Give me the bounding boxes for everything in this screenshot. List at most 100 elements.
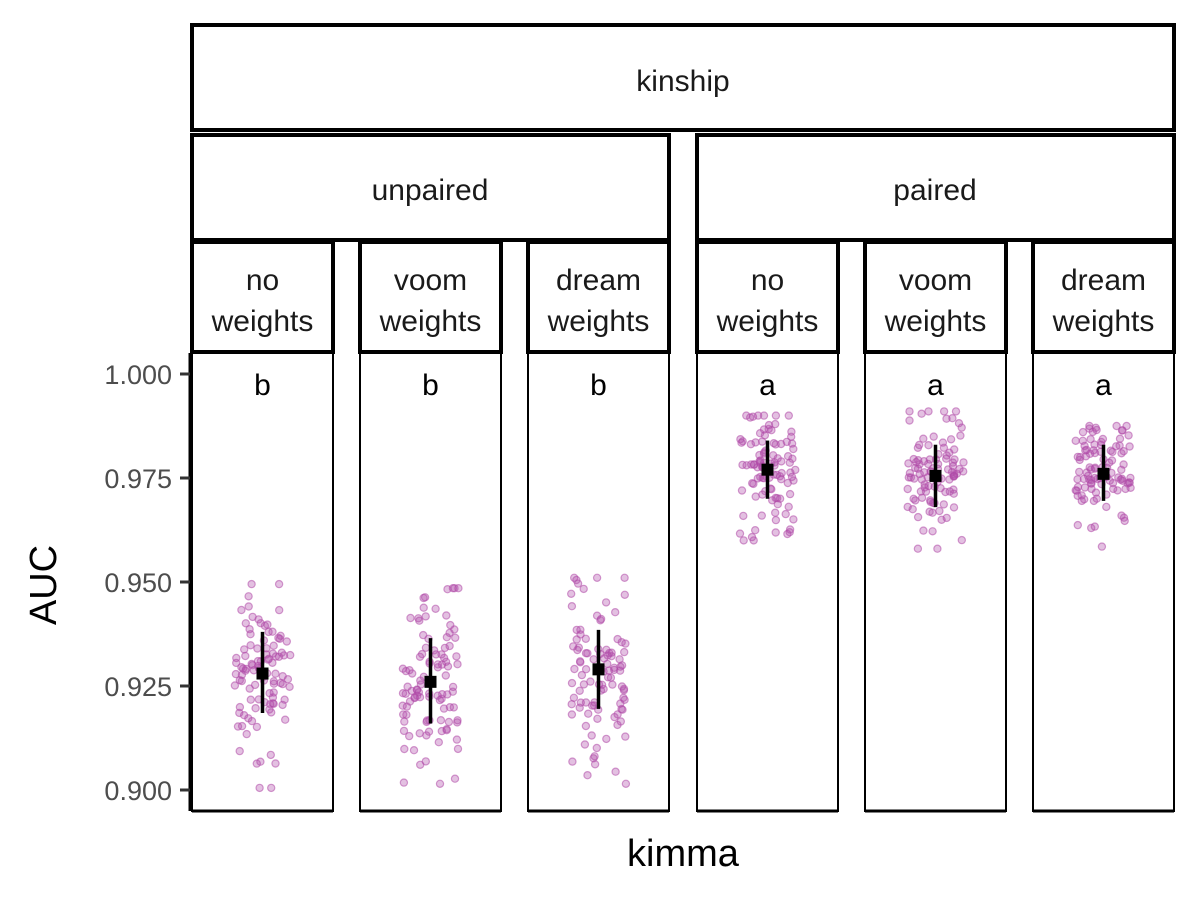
data-point: [917, 493, 927, 502]
significance-letter: b: [590, 369, 607, 402]
group-strip-label-paired: paired: [893, 174, 976, 207]
data-point: [908, 505, 917, 514]
data-point: [604, 666, 614, 675]
data-point: [913, 512, 923, 522]
data-point: [735, 529, 745, 538]
data-point: [235, 708, 244, 718]
data-point: [589, 754, 598, 763]
panel: no weights b: [190, 240, 335, 813]
data-point: [416, 680, 426, 689]
data-point: [263, 655, 273, 664]
data-point: [281, 715, 290, 724]
data-point: [239, 645, 249, 654]
data-point: [616, 717, 626, 726]
data-point: [452, 652, 461, 661]
data-point: [611, 608, 620, 617]
data-point: [443, 662, 453, 671]
data-point: [948, 458, 958, 467]
data-point: [758, 490, 767, 499]
data-point: [568, 757, 577, 766]
data-point: [1117, 511, 1126, 520]
data-point: [241, 619, 250, 628]
data-point: [758, 437, 767, 446]
data-point: [769, 439, 779, 448]
data-point: [1097, 542, 1107, 551]
data-point: [771, 419, 780, 429]
y-tick-label: 1.000: [104, 360, 172, 390]
data-point: [1073, 520, 1083, 530]
data-point: [451, 633, 460, 643]
data-point: [244, 592, 253, 601]
data-point: [957, 535, 967, 545]
data-point: [237, 605, 246, 615]
data-point: [786, 468, 795, 477]
data-point: [771, 411, 781, 420]
y-axis-title: AUC: [23, 545, 65, 625]
panel-strip-box: [1031, 240, 1176, 354]
data-point: [245, 625, 254, 634]
data-point: [248, 612, 257, 622]
data-point: [445, 628, 454, 638]
data-point: [444, 717, 454, 727]
data-point: [938, 438, 948, 447]
panel-strip-label-line2: weights: [379, 305, 482, 338]
data-point: [415, 729, 424, 738]
data-point: [245, 684, 254, 693]
panel: voom weights a: [863, 240, 1008, 813]
data-point: [283, 675, 293, 684]
data-point: [905, 416, 914, 425]
data-point: [751, 526, 760, 535]
data-point: [398, 664, 408, 673]
significance-letter: a: [1095, 369, 1112, 402]
data-point: [1092, 494, 1102, 503]
panel-strip-label-line1: voom: [394, 264, 467, 297]
data-point: [584, 709, 593, 718]
data-point: [939, 407, 949, 416]
data-point: [909, 494, 918, 503]
data-point: [789, 476, 798, 485]
data-point: [1089, 446, 1098, 455]
panel-strip-label-line1: dream: [1061, 264, 1146, 297]
panel: dream weights b: [526, 240, 671, 813]
panel-plot-area: [191, 352, 334, 812]
panel-strip-box: [358, 240, 503, 354]
data-point: [929, 432, 938, 441]
data-point: [433, 660, 443, 669]
data-point: [405, 731, 414, 741]
panel-strip-label-line1: dream: [556, 264, 641, 297]
data-point: [777, 468, 786, 478]
data-point: [785, 489, 795, 499]
panel-plot-area: [527, 352, 670, 812]
data-point: [452, 735, 462, 744]
data-point: [767, 426, 776, 435]
data-point: [400, 744, 409, 754]
data-point: [265, 705, 274, 714]
data-point: [1073, 475, 1082, 484]
panel: no weights a: [695, 240, 840, 813]
data-point: [579, 584, 588, 594]
significance-letter: a: [927, 369, 944, 402]
data-point: [739, 511, 748, 521]
data-point: [274, 652, 284, 662]
data-point: [611, 767, 620, 776]
data-point: [919, 457, 929, 466]
mean-marker: [929, 469, 942, 482]
panel-plot-area: [359, 352, 502, 812]
data-point: [431, 604, 440, 614]
y-tick-label: 0.900: [104, 776, 172, 806]
data-point: [783, 452, 793, 461]
data-point: [247, 579, 256, 589]
data-point: [949, 489, 959, 498]
data-point: [785, 528, 794, 537]
data-point: [742, 411, 751, 420]
data-point: [603, 651, 612, 660]
data-point: [951, 407, 961, 416]
data-point: [402, 710, 411, 720]
data-point: [941, 487, 950, 497]
data-point: [576, 625, 585, 635]
data-point: [749, 536, 758, 545]
data-point: [617, 661, 627, 670]
y-tick-label: 0.975: [104, 464, 172, 494]
top-strip: kinship: [190, 23, 1176, 132]
